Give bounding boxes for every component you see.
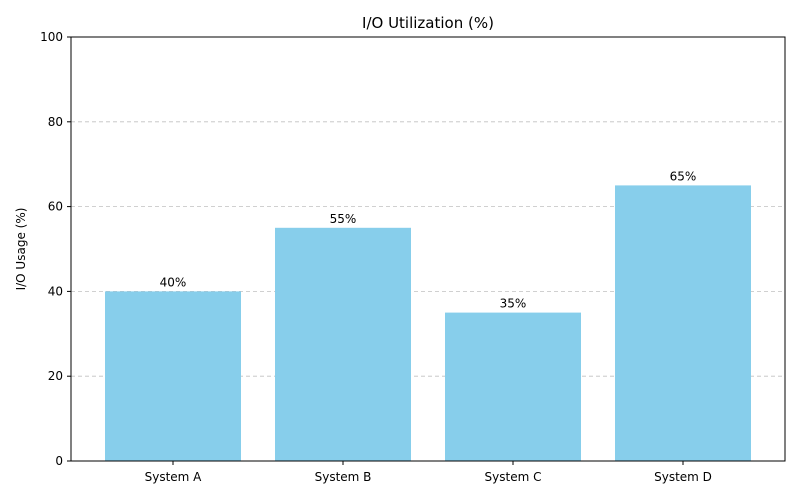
bar <box>445 312 581 461</box>
x-tick-label: System D <box>654 470 712 484</box>
bar-value-label: 65% <box>670 169 697 183</box>
y-tick-label: 60 <box>48 200 63 214</box>
y-tick-label: 80 <box>48 115 63 129</box>
x-tick-label: System A <box>145 470 203 484</box>
y-tick-label: 100 <box>40 30 63 44</box>
data-labels: 40% 55% 35% 65% <box>160 169 697 310</box>
bar-value-label: 55% <box>330 212 357 226</box>
bar <box>615 185 751 461</box>
bar <box>275 227 411 461</box>
x-axis-ticks: System A System B System C System D <box>145 461 712 484</box>
bar <box>105 291 241 461</box>
x-tick-label: System B <box>315 470 372 484</box>
bar-value-label: 40% <box>160 275 187 289</box>
y-tick-label: 40 <box>48 284 63 298</box>
y-axis-label: I/O Usage (%) <box>14 208 28 291</box>
y-tick-label: 20 <box>48 369 63 383</box>
bars <box>105 185 751 461</box>
x-tick-label: System C <box>485 470 542 484</box>
bar-value-label: 35% <box>500 297 527 311</box>
y-tick-label: 0 <box>55 454 63 468</box>
chart-title: I/O Utilization (%) <box>362 14 494 32</box>
axes-frame <box>70 36 786 462</box>
y-axis-ticks: 0 20 40 60 80 100 <box>40 30 71 468</box>
